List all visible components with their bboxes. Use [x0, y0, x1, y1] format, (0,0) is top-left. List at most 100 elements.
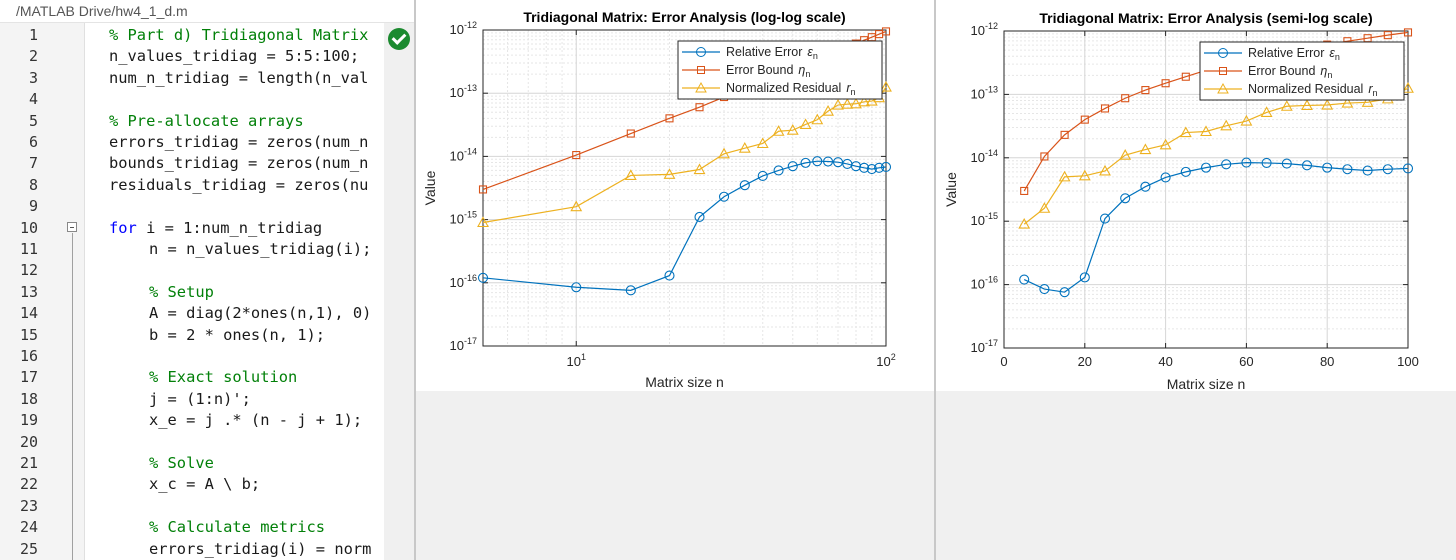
y-tick-label: 10-13 [450, 83, 477, 100]
data-point-res [1139, 143, 1152, 155]
data-point-bnd [1020, 186, 1029, 196]
data-point-err [1180, 166, 1191, 177]
y-axis-label: Value [422, 170, 438, 205]
data-point-res [1058, 170, 1071, 182]
data-point-res [693, 163, 706, 175]
legend-label: Normalized Residual rn [1248, 82, 1378, 98]
code-line[interactable]: errors_tridiag(i) = norm [149, 539, 372, 558]
line-number: 18 [19, 389, 38, 408]
data-point-res [1119, 149, 1132, 160]
data-point-err [1200, 162, 1212, 173]
pane-splitter-left[interactable] [414, 0, 416, 560]
code-line[interactable]: x_e = j .* (n - j + 1); [149, 411, 363, 430]
legend-label: Relative Error εn [726, 45, 818, 61]
x-tick-label: 100 [1397, 354, 1419, 369]
data-point-bnd [1141, 86, 1150, 95]
code-line[interactable]: n = n_values_tridiag(i); [149, 240, 372, 258]
data-point-res [1099, 164, 1111, 176]
code-line[interactable]: % Part d) Tridiagonal Matrix [109, 26, 369, 44]
code-line[interactable]: for i = 1:num_n_tridiag [109, 218, 322, 239]
code-line[interactable]: b = 2 * ones(n, 1); [149, 325, 326, 344]
line-number: 11 [19, 240, 38, 258]
breadcrumb: /MATLAB Drive/hw4_1_d.m [0, 0, 414, 23]
data-point-err [1402, 163, 1414, 174]
line-number: 9 [28, 197, 38, 216]
line-number: 3 [28, 68, 38, 87]
legend-marker [697, 66, 705, 74]
chart-title: Tridiagonal Matrix: Error Analysis (log-… [523, 9, 845, 25]
axes-box [1003, 30, 1409, 349]
code-keyword: for [109, 218, 137, 237]
data-point-bnd [1040, 152, 1049, 161]
data-point-bnd [1181, 72, 1190, 81]
data-point-res [1341, 96, 1354, 108]
data-point-bnd [626, 129, 635, 138]
legend-marker [1218, 48, 1228, 58]
data-point-res [841, 98, 854, 109]
code-line[interactable]: % Solve [149, 454, 214, 472]
fold-collapse-icon[interactable] [67, 222, 77, 232]
plot-semilog[interactable]: 10-17 10-16 10-15 10-14 10-13 10-12 0 20 40 60 80 1… [936, 0, 1456, 392]
code-line[interactable]: residuals_tridiag = zeros(nu [109, 175, 369, 194]
data-point-err [1281, 158, 1292, 169]
line-number: 14 [19, 304, 38, 323]
plot-loglog[interactable]: 10-17 10-16 10-15 10-14 10-13 10-12 101 102 Rela… [416, 0, 934, 391]
line-number: 16 [19, 347, 38, 365]
data-point-res [1200, 125, 1212, 137]
data-point-res [811, 113, 824, 125]
x-axis-label: Matrix size n [1167, 376, 1246, 391]
y-tick-label: 10-17 [971, 338, 998, 355]
code-line[interactable]: errors_tridiag = zeros(num_n [109, 133, 369, 151]
line-number: 13 [19, 282, 38, 301]
data-point-res [822, 105, 834, 116]
data-point-err [757, 170, 768, 182]
x-axis-label: Matrix size n [645, 374, 724, 390]
data-point-err [880, 161, 892, 173]
x-tick-label: 0 [1000, 354, 1007, 369]
code-line[interactable]: % Pre-allocate arrays [109, 111, 304, 130]
data-point-err [787, 161, 798, 172]
code-line[interactable]: % Setup [149, 282, 214, 301]
data-point-res [850, 97, 862, 109]
y-tick-label: 10-15 [450, 210, 477, 227]
y-tick-label: 10-14 [971, 148, 998, 165]
legend-marker [695, 81, 707, 93]
code-line[interactable]: bounds_tridiag = zeros(num_n [109, 154, 369, 173]
x-tick-label: 80 [1320, 354, 1334, 369]
code-editor[interactable]: 1 2 3 4 5 6 7 8 9 10 11 12 13 14 15 16 17 18 19 20 21 22 23 24 2… [0, 23, 414, 560]
code-analyzer-ok-icon[interactable] [388, 28, 410, 50]
legend-marker [696, 47, 706, 57]
data-point-res [1280, 100, 1293, 111]
data-point-err [874, 162, 885, 173]
legend-marker [1219, 67, 1227, 75]
data-point-bnd [1060, 130, 1069, 139]
line-number: 15 [19, 325, 38, 344]
data-point-err [571, 282, 582, 293]
pane-splitter-right[interactable] [934, 0, 936, 560]
code-line[interactable]: num_n_tridiag = length(n_val [109, 68, 369, 87]
code-line[interactable]: n_values_tridiag = 5:5:100; [109, 47, 360, 66]
line-number: 5 [28, 111, 38, 130]
line-number: 17 [19, 368, 38, 387]
y-tick-label: 10-12 [971, 21, 998, 38]
data-point-res [756, 137, 769, 149]
code-line[interactable]: x_c = A \ b; [149, 475, 261, 494]
line-number: 24 [19, 518, 38, 537]
code-line[interactable]: % Calculate metrics [149, 518, 326, 537]
data-point-err [694, 211, 705, 223]
data-point-err [1039, 284, 1050, 295]
data-point-err [832, 157, 844, 168]
data-point-res [786, 124, 799, 135]
data-point-bnd [1121, 94, 1130, 103]
code-line[interactable]: % Exact solution [149, 368, 298, 387]
data-point-err [1301, 160, 1313, 171]
code-line[interactable]: j = (1:n)'; [149, 389, 251, 408]
y-axis-label: Value [943, 172, 959, 207]
axes-box [482, 29, 887, 347]
line-number: 25 [19, 539, 38, 558]
legend-label: Relative Error εn [1248, 46, 1340, 62]
data-point-res [1321, 98, 1334, 110]
code-line[interactable]: A = diag(2*ones(n,1), 0) [149, 304, 372, 323]
line-number: 7 [28, 154, 38, 173]
line-number: 19 [19, 411, 38, 430]
